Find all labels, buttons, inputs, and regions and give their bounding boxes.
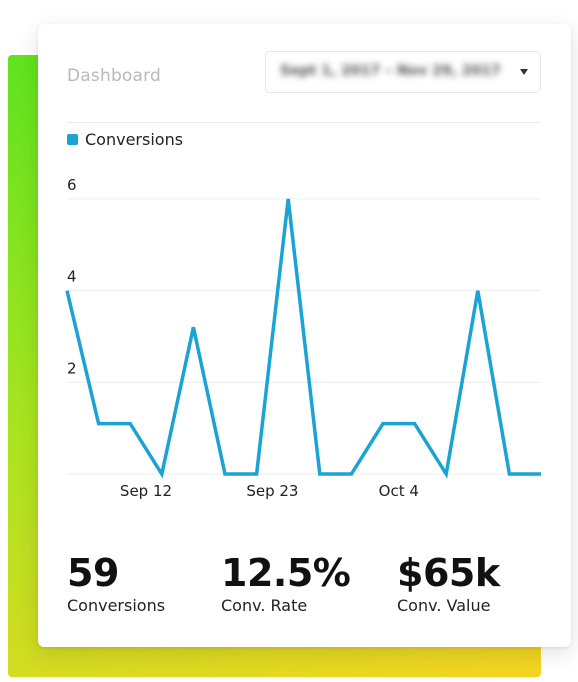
stat-label: Conv. Value [397, 596, 491, 615]
dashboard-card: Dashboard Sept 1, 2017 – Nov 29, 2017 Co… [38, 24, 571, 647]
chevron-down-icon[interactable] [520, 69, 528, 75]
stat-conv-value: $65k Conv. Value [397, 551, 500, 615]
legend-swatch-icon [67, 133, 78, 145]
conversions-chart: 2 4 6 Sep 12 Sep 23 Oct 4 [65, 176, 541, 500]
y-tick-label: 4 [67, 268, 77, 286]
stat-conv-rate: 12.5% Conv. Rate [221, 551, 351, 615]
date-range-value: Sept 1, 2017 – Nov 29, 2017 [280, 63, 501, 79]
stat-label: Conv. Rate [221, 596, 308, 615]
stat-value: 59 [67, 551, 119, 595]
stat-label: Conversions [67, 596, 166, 615]
stat-value: $65k [397, 551, 500, 595]
x-tick-label: Sep 23 [246, 482, 298, 500]
header-divider [67, 122, 541, 123]
series-line-conversions [65, 198, 541, 479]
y-tick-label: 2 [67, 359, 77, 377]
stat-conversions: 59 Conversions [67, 551, 165, 615]
x-tick-label: Sep 12 [120, 482, 172, 500]
y-tick-label: 6 [67, 176, 77, 194]
stat-value: 12.5% [221, 551, 351, 595]
legend-label: Conversions [85, 129, 184, 149]
chart-legend: Conversions [67, 128, 183, 150]
date-range-select[interactable]: Sept 1, 2017 – Nov 29, 2017 [265, 51, 541, 93]
x-tick-label: Oct 4 [379, 482, 419, 500]
card-title: Dashboard [67, 66, 162, 86]
